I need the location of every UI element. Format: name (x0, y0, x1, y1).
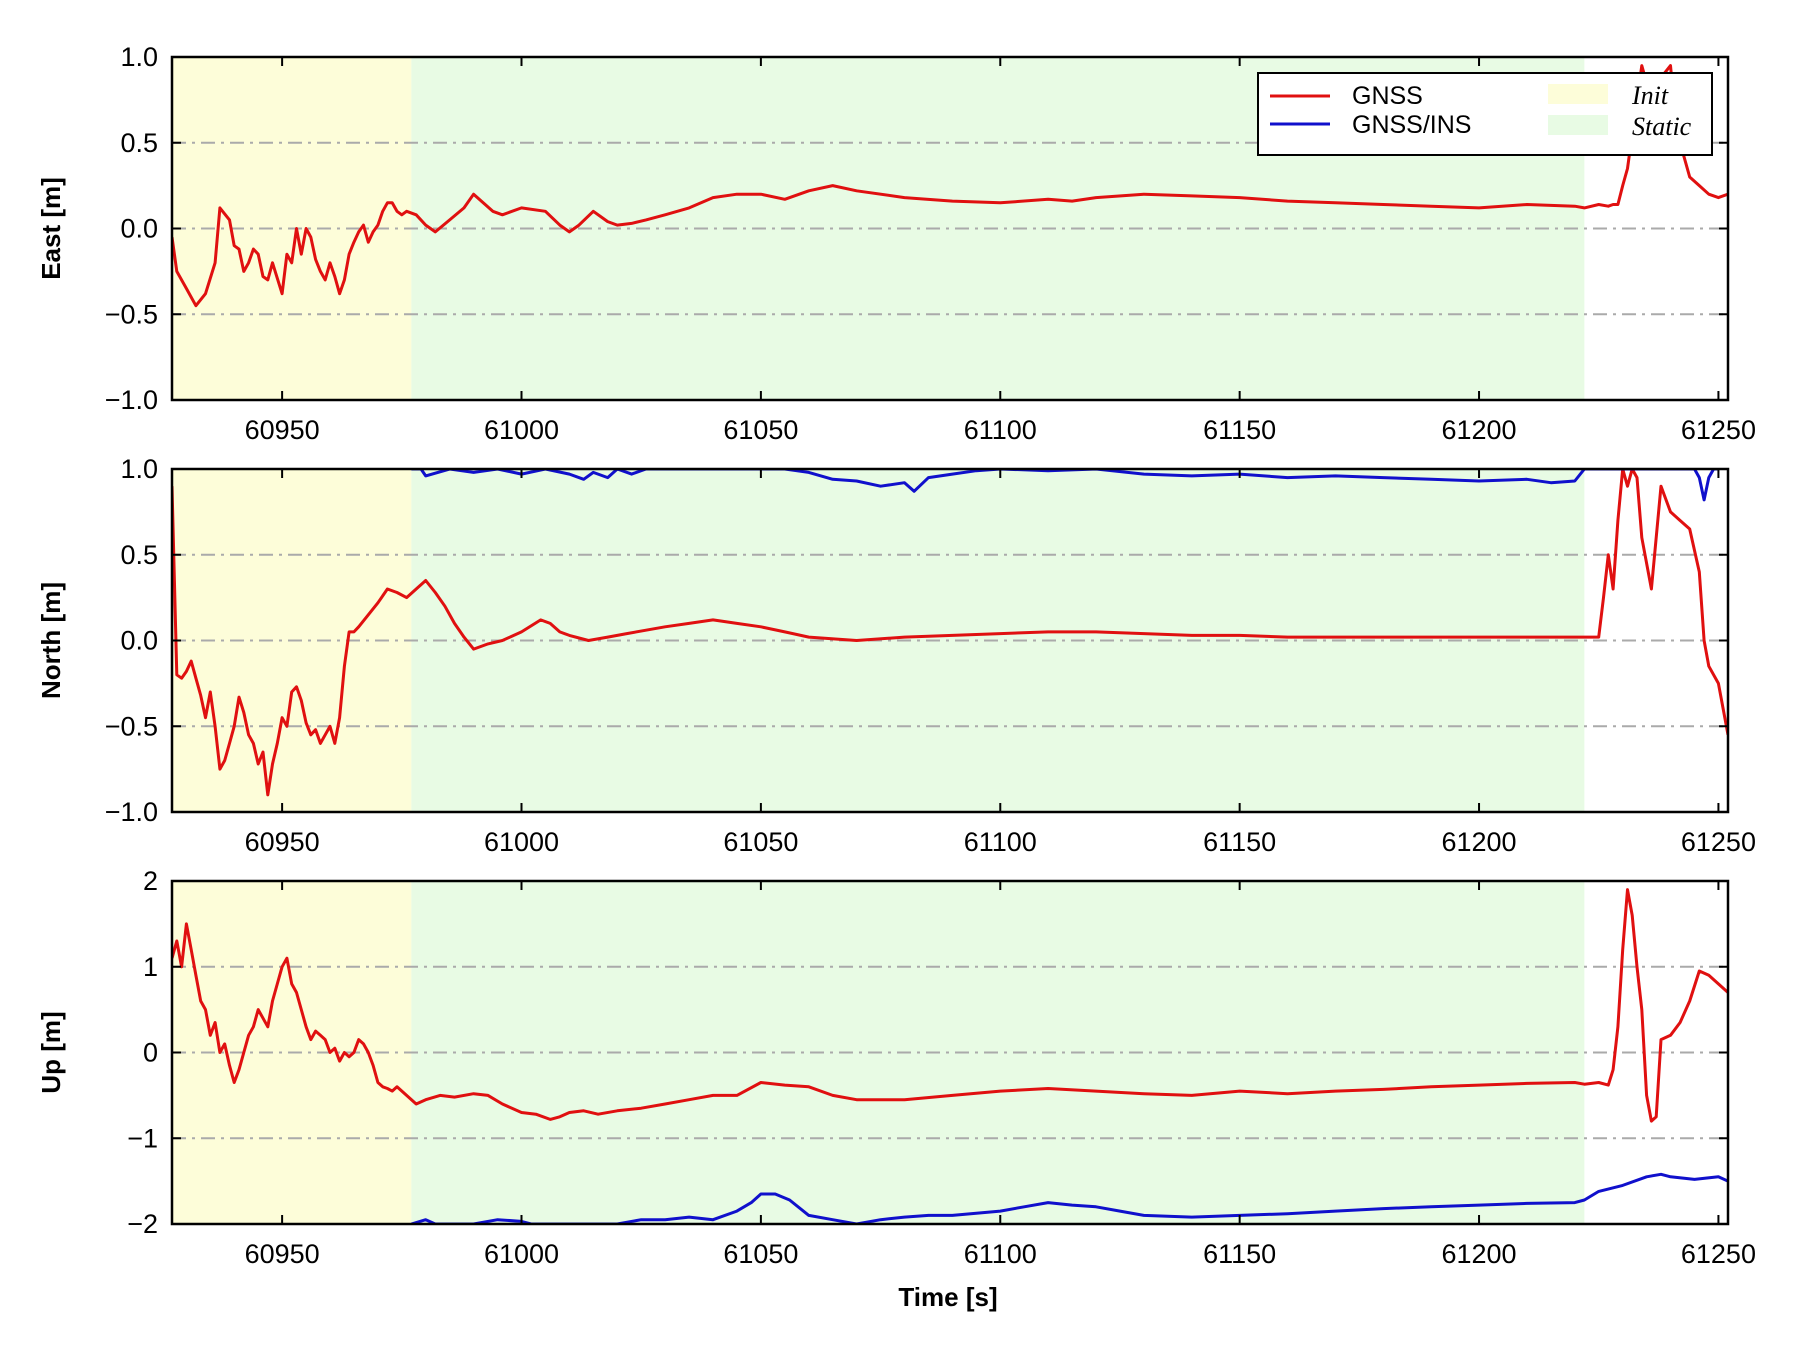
y-axis-label: Up [m] (36, 1011, 66, 1093)
y-tick-label: 1 (143, 952, 158, 982)
series-line-gnss (172, 469, 1728, 797)
x-tick-label: 61100 (964, 827, 1037, 857)
y-tick-label: 0.0 (120, 214, 158, 244)
y-tick-label: 0.5 (120, 540, 158, 570)
y-tick-label: 1.0 (120, 454, 158, 484)
x-tick-label: 61250 (1681, 1239, 1756, 1269)
y-tick-label: 2 (143, 866, 158, 896)
series-line-gnss-ins (411, 469, 1719, 502)
y-tick-label: −1.0 (105, 797, 158, 827)
x-tick-label: 61000 (484, 1239, 559, 1269)
panel-2: −2 −1 0 1 2 60950 61000 61050 61100 61150 61200 612… (36, 866, 1756, 1269)
legend-label-init: Init (1631, 81, 1669, 110)
x-tick-label: 61050 (723, 415, 798, 445)
x-tick-label: 61000 (484, 415, 559, 445)
x-tick-label: 61250 (1681, 827, 1756, 857)
series-group (172, 888, 1728, 1224)
series-line-gnss (172, 64, 1728, 308)
x-tick-label: 60950 (245, 1239, 320, 1269)
legend-swatch-init (1548, 84, 1608, 104)
series-group (172, 469, 1728, 797)
y-tick-label: 0.0 (120, 626, 158, 656)
legend-label-static: Static (1632, 112, 1692, 141)
x-axis-label: Time [s] (898, 1282, 997, 1312)
series-group (172, 64, 1728, 308)
x-tick-label: 61100 (964, 415, 1037, 445)
x-tick-label: 61250 (1681, 415, 1756, 445)
y-tick-label: −1.0 (105, 385, 158, 415)
y-tick-label: −1 (127, 1123, 158, 1153)
x-tick-label: 61000 (484, 827, 559, 857)
x-tick-label: 61050 (723, 827, 798, 857)
y-tick-label: −0.5 (105, 299, 158, 329)
x-tick-label: 61150 (1203, 1239, 1276, 1269)
y-axis-label: North [m] (36, 582, 66, 699)
series-line-gnss-ins (410, 1172, 1728, 1224)
x-tick-label: 61150 (1203, 415, 1276, 445)
x-tick-label: 61050 (723, 1239, 798, 1269)
series-line-gnss (172, 888, 1728, 1123)
y-tick-label: −2 (127, 1209, 158, 1239)
x-tick-label: 61150 (1203, 827, 1276, 857)
y-tick-label: −0.5 (105, 711, 158, 741)
legend: GNSS GNSS/INS Init Static (1257, 72, 1713, 156)
legend-frame (1257, 72, 1713, 156)
panel-1: −1.0 −0.5 0.0 0.5 1.0 60950 61000 61050 61100 611… (36, 454, 1756, 857)
panels: −1.0 −0.5 0.0 0.5 1.0 60950 61000 61050 61100 611… (36, 42, 1756, 1269)
x-tick-label: 60950 (245, 827, 320, 857)
y-tick-label: 0 (143, 1038, 158, 1068)
y-tick-label: 1.0 (120, 42, 158, 72)
legend-swatch-static (1548, 115, 1608, 135)
y-axis-label: East [m] (36, 177, 66, 280)
x-tick-label: 60950 (245, 415, 320, 445)
x-tick-label: 61200 (1441, 827, 1516, 857)
x-tick-label: 61100 (964, 1239, 1037, 1269)
x-tick-label: 61200 (1441, 1239, 1516, 1269)
x-tick-label: 61200 (1441, 415, 1516, 445)
y-tick-label: 0.5 (120, 128, 158, 158)
legend-label-gnss-ins: GNSS/INS (1352, 111, 1471, 139)
legend-label-gnss: GNSS (1352, 82, 1423, 110)
